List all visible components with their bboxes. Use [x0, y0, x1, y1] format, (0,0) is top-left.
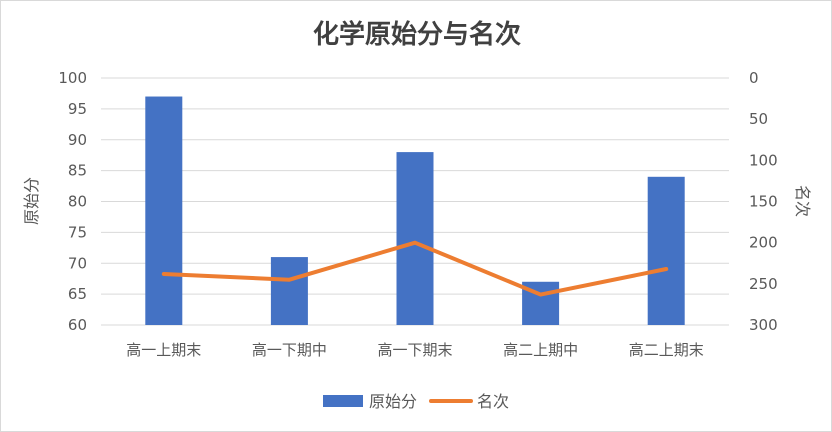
right-tick-label: 0	[749, 69, 759, 87]
x-tick-label: 高二上期中	[503, 341, 578, 359]
x-tick-label: 高一下期中	[252, 341, 327, 359]
right-axis-title: 名次	[793, 185, 812, 217]
rank-line	[161, 240, 669, 297]
legend-swatch-raw-score	[323, 395, 363, 407]
legend: 原始分 名次	[323, 392, 509, 411]
left-tick-label: 100	[58, 69, 87, 87]
bar-raw-score	[396, 152, 434, 325]
line-series-rank	[161, 240, 669, 297]
right-tick-label: 250	[749, 275, 778, 293]
bar-raw-score	[647, 176, 685, 325]
legend-label-raw-score: 原始分	[369, 392, 417, 411]
x-tick-label: 高一上期末	[126, 341, 201, 359]
right-tick-label: 100	[749, 151, 778, 169]
left-tick-label: 85	[68, 162, 87, 180]
left-tick-label: 65	[68, 285, 87, 303]
bar-series-raw-score	[145, 96, 685, 326]
left-tick-label: 75	[68, 223, 87, 241]
left-axis-title: 原始分	[22, 177, 41, 225]
right-tick-label: 50	[749, 110, 768, 128]
x-tick-label: 高二上期末	[629, 341, 704, 359]
left-axis-ticks: 60 65 70 75 80 85 90 95 100	[58, 69, 87, 334]
right-tick-label: 200	[749, 234, 778, 252]
left-tick-label: 95	[68, 100, 87, 118]
legend-label-rank: 名次	[477, 392, 509, 411]
bar-raw-score	[270, 257, 308, 325]
bar-raw-score	[145, 96, 183, 326]
right-axis-ticks: 0 50 100 150 200 250 300	[749, 69, 778, 334]
x-tick-label: 高一下期末	[377, 341, 452, 359]
chart-title: 化学原始分与名次	[313, 19, 521, 50]
left-tick-label: 60	[68, 316, 87, 334]
right-tick-label: 150	[749, 193, 778, 211]
right-tick-label: 300	[749, 316, 778, 334]
left-tick-label: 70	[68, 254, 87, 272]
x-axis-ticks: 高一上期末 高一下期中 高一下期末 高二上期中 高二上期末	[126, 341, 703, 359]
left-tick-label: 90	[68, 131, 87, 149]
left-tick-label: 80	[68, 193, 87, 211]
